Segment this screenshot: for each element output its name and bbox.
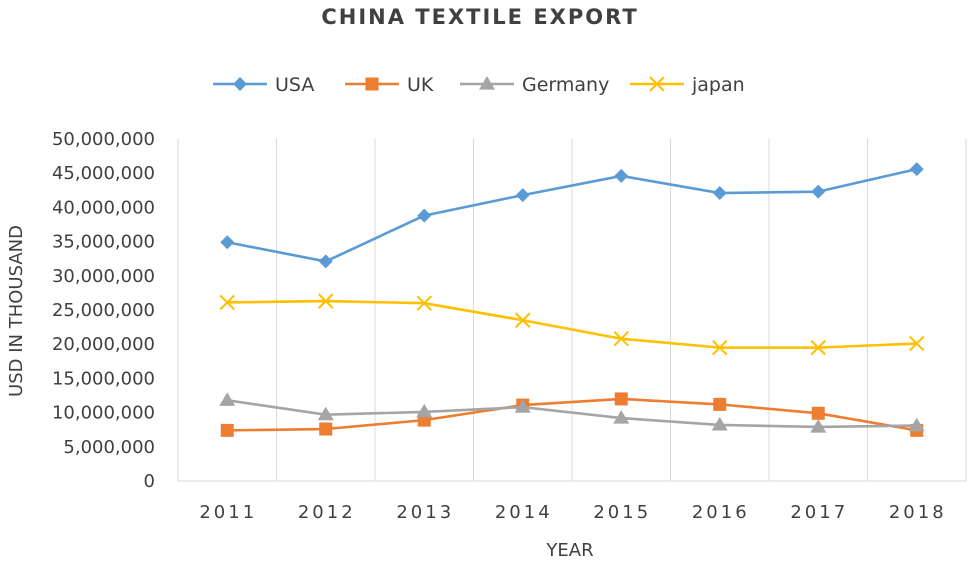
data-point-uk (220, 423, 234, 437)
x-axis-title: YEAR (545, 540, 593, 561)
legend-label: UK (407, 74, 434, 96)
data-point-usa (614, 168, 629, 183)
series-germany (219, 392, 925, 433)
x-tick-label: 2011 (199, 502, 257, 523)
data-point-uk (713, 397, 727, 411)
data-point-japan (613, 331, 629, 347)
data-point-germany (711, 416, 728, 431)
data-point-germany (810, 418, 827, 433)
data-point-japan (515, 312, 531, 328)
y-axis-ticks: 0 5,000,000 10,000,000 15,000,000 20,000,000… (52, 129, 155, 492)
chart-title: CHINA TEXTILE EXPORT (321, 5, 638, 29)
data-point-uk (319, 422, 333, 436)
data-point-japan (416, 295, 432, 311)
x-tick-label: 2016 (692, 502, 750, 523)
legend-item-uk: UK (345, 74, 434, 96)
legend: USA UK Germany japan (213, 74, 745, 96)
legend-marker (365, 77, 379, 91)
data-point-germany (219, 392, 236, 406)
series-line-usa (227, 167, 918, 263)
data-point-usa (220, 235, 235, 250)
data-point-usa (318, 254, 333, 269)
legend-item-germany: Germany (460, 74, 609, 96)
data-point-germany (416, 403, 433, 418)
y-tick-label: 0 (144, 471, 155, 492)
x-tick-label: 2012 (298, 502, 356, 523)
legend-marker (479, 76, 495, 90)
legend-label: Germany (522, 74, 609, 96)
data-point-usa (811, 184, 826, 199)
legend-marker (649, 76, 665, 92)
y-axis-title: USD IN THOUSAND (6, 225, 27, 397)
data-point-uk (811, 406, 825, 420)
y-tick-label: 5,000,000 (63, 437, 155, 458)
data-point-usa (909, 162, 924, 177)
data-point-germany (613, 410, 630, 424)
data-point-usa (515, 188, 530, 203)
legend-marker (233, 77, 247, 91)
y-tick-label: 10,000,000 (52, 403, 155, 424)
series-line-germany (227, 399, 917, 429)
legend-label: japan (691, 74, 745, 96)
x-tick-label: 2015 (593, 502, 651, 523)
series-japan (219, 293, 925, 356)
y-tick-label: 30,000,000 (52, 266, 155, 287)
data-point-japan (318, 293, 334, 309)
y-tick-label: 15,000,000 (52, 368, 155, 389)
y-tick-label: 25,000,000 (52, 300, 155, 321)
x-tick-label: 2017 (790, 502, 848, 523)
y-tick-label: 20,000,000 (52, 334, 155, 355)
data-point-usa (712, 186, 727, 201)
legend-item-japan: japan (630, 74, 745, 96)
y-tick-label: 50,000,000 (52, 129, 155, 150)
x-tick-label: 2013 (396, 502, 454, 523)
x-axis-ticks: 2011 2012 2013 2014 2015 2016 2017 2018 (199, 502, 947, 523)
data-point-uk (614, 392, 628, 406)
y-tick-label: 45,000,000 (52, 163, 155, 184)
series-usa (220, 162, 924, 269)
series-line-uk (227, 397, 917, 432)
data-point-usa (417, 208, 432, 223)
x-tick-label: 2018 (889, 502, 947, 523)
x-tick-label: 2014 (495, 502, 553, 523)
data-point-germany (908, 417, 925, 432)
data-point-germany (514, 399, 531, 413)
series-line-japan (227, 299, 917, 349)
data-point-japan (712, 339, 728, 356)
y-tick-label: 40,000,000 (52, 197, 155, 218)
data-point-japan (219, 294, 235, 311)
series-group (219, 162, 925, 437)
data-point-japan (810, 339, 826, 356)
legend-label: USA (275, 74, 314, 96)
data-point-germany (317, 406, 334, 421)
y-tick-label: 35,000,000 (52, 232, 155, 253)
legend-item-usa: USA (213, 74, 314, 96)
data-point-japan (909, 335, 925, 352)
